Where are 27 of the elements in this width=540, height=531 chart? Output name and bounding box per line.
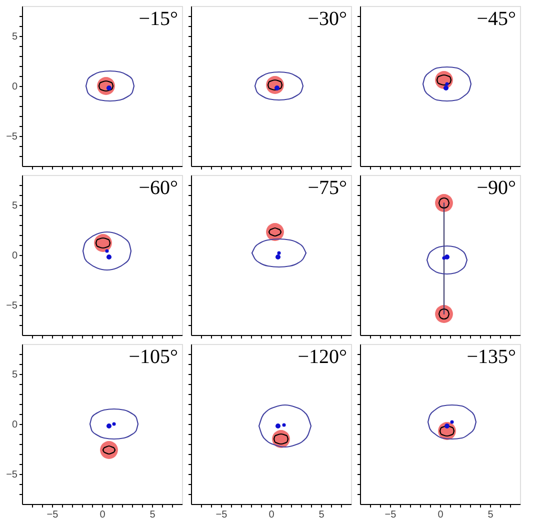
y-tick-label: 0 [12,250,18,262]
annotation: −120° [298,346,347,368]
annotation: −135° [466,346,516,368]
y-tick-label: 0 [12,420,18,430]
annotation: −30° [308,8,347,30]
y-tick-label: 5 [12,200,18,212]
annotation: −105° [128,346,178,368]
y-tick-label: −5 [6,300,18,312]
annotation: −60° [138,177,178,199]
x-tick-label: 5 [150,510,156,520]
y-tick-label: −5 [6,132,18,142]
annotation: −15° [138,8,178,30]
x-tick-label: −5 [216,510,228,520]
x-tick-label: 0 [268,510,275,520]
annotation: −90° [476,177,516,199]
x-tick-label: −5 [384,510,397,520]
y-tick-label: 5 [12,32,18,42]
y-tick-label: −5 [6,470,18,480]
annotation: −45° [476,8,516,30]
x-tick-label: −5 [46,510,59,520]
y-tick-label: 5 [12,370,18,380]
x-tick-label: 5 [488,510,494,520]
annotation: −75° [308,177,347,199]
y-tick-label: 0 [12,82,18,92]
x-tick-label: 0 [438,510,444,520]
x-tick-label: 5 [318,510,325,520]
x-tick-label: 0 [100,510,106,520]
